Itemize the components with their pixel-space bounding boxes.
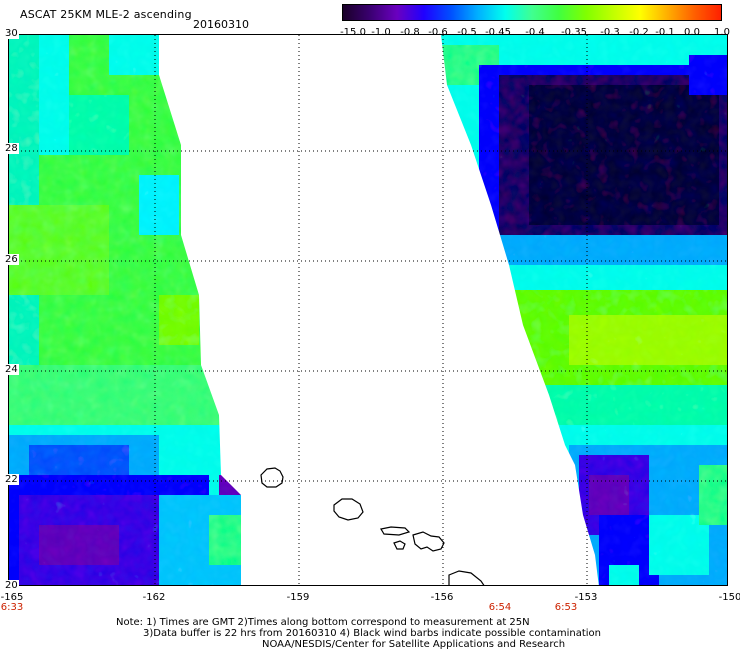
lon-label: -159 <box>286 592 310 603</box>
lon-label: -150 <box>718 592 740 603</box>
colorbar-label: -0.4 <box>525 27 545 38</box>
map-plot-area[interactable] <box>8 34 728 586</box>
island-outlines <box>260 467 485 585</box>
lon-label: -162 <box>142 592 166 603</box>
note-line: 3)Data buffer is 22 hrs from 20160310 4)… <box>143 628 601 639</box>
island-maui <box>412 531 445 552</box>
lon-label: -153 <box>574 592 598 603</box>
lat-label: 28 <box>4 143 19 154</box>
colorbar-label: -0.3 <box>600 27 620 38</box>
colorbar-label: -0.45 <box>485 27 511 38</box>
colorbar-labels: -15.0 -1.0 -0.8 -0.6 -0.5 -0.45 -0.4 -0.… <box>320 27 740 39</box>
island-molokai <box>380 526 411 536</box>
island-lanai <box>393 540 406 550</box>
island-oahu <box>333 498 364 521</box>
note-line: NOAA/NESDIS/Center for Satellite Applica… <box>262 639 566 650</box>
colorbar-label: -0.8 <box>400 27 420 38</box>
lat-lon-grid <box>9 35 727 585</box>
time-label: 6:54 <box>488 602 512 613</box>
colorbar <box>342 4 722 21</box>
lat-label: 22 <box>4 474 19 485</box>
colorbar-label: -0.1 <box>655 27 675 38</box>
product-title: ASCAT 25KM MLE-2 ascending <box>20 8 192 21</box>
lat-label: 24 <box>4 364 19 375</box>
colorbar-label: 1.0 <box>714 27 730 38</box>
colorbar-label: -1.0 <box>371 27 391 38</box>
island-kauai <box>260 467 284 488</box>
map-canvas <box>9 35 727 585</box>
colorbar-label: 0.0 <box>684 27 700 38</box>
time-label: 6:53 <box>554 602 578 613</box>
colorbar-label: -0.5 <box>457 27 477 38</box>
lon-label: -165 <box>0 592 24 603</box>
colorbar-label: -0.2 <box>629 27 649 38</box>
lat-label: 26 <box>4 254 19 265</box>
right-swath <box>441 35 727 585</box>
lon-label: -156 <box>430 592 454 603</box>
time-label: 6:33 <box>0 602 24 613</box>
left-swath <box>9 35 241 585</box>
colorbar-label: -0.35 <box>561 27 587 38</box>
note-line: Note: 1) Times are GMT 2)Times along bot… <box>116 617 530 628</box>
colorbar-label: -0.6 <box>428 27 448 38</box>
lat-label: 30 <box>4 28 19 39</box>
product-date: 20160310 <box>193 18 249 31</box>
island-hawaii <box>448 570 485 585</box>
colorbar-label: -15.0 <box>340 27 366 38</box>
lat-label: 20 <box>4 580 19 591</box>
